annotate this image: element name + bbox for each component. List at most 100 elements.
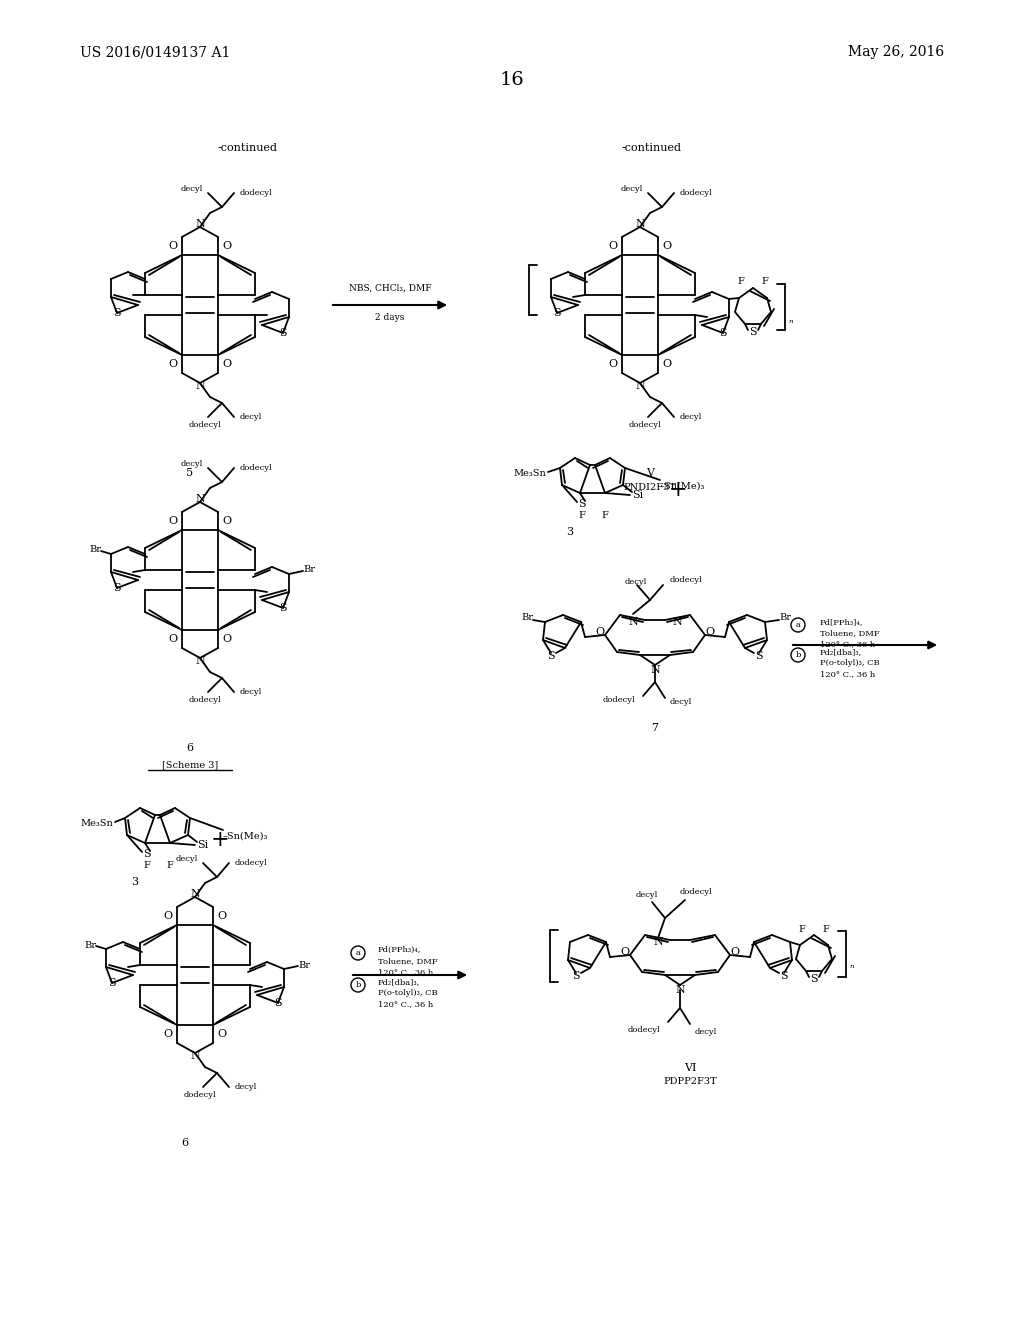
Text: decyl: decyl — [670, 698, 692, 706]
Text: O: O — [217, 1030, 226, 1039]
Text: 6: 6 — [186, 743, 194, 752]
Text: decyl: decyl — [636, 891, 658, 899]
Text: V: V — [646, 469, 654, 478]
Text: S: S — [750, 327, 757, 337]
Text: O: O — [222, 359, 231, 370]
Text: 3: 3 — [131, 876, 138, 887]
Text: F: F — [601, 511, 608, 520]
Text: S: S — [780, 972, 787, 981]
Text: N: N — [635, 381, 645, 391]
Text: Me₃Sn: Me₃Sn — [81, 820, 114, 829]
Text: 7: 7 — [651, 723, 658, 733]
Text: dodecyl: dodecyl — [629, 421, 662, 429]
Text: O: O — [222, 242, 231, 251]
Text: dodecyl: dodecyl — [234, 859, 267, 867]
Text: Br: Br — [779, 614, 791, 623]
Text: N: N — [628, 616, 638, 627]
Text: dodecyl: dodecyl — [240, 465, 272, 473]
Text: N: N — [190, 1051, 200, 1061]
Text: N: N — [196, 381, 205, 391]
Text: S: S — [280, 327, 287, 338]
Text: decyl: decyl — [180, 185, 203, 193]
Text: Pd(PPh₃)₄,: Pd(PPh₃)₄, — [378, 946, 421, 954]
Text: O: O — [730, 946, 739, 957]
Text: Me₃Sn: Me₃Sn — [514, 470, 547, 479]
Text: 6: 6 — [181, 1138, 188, 1148]
Text: decyl: decyl — [680, 413, 702, 421]
Text: decyl: decyl — [234, 1082, 257, 1092]
Text: N: N — [650, 665, 659, 675]
Text: N: N — [635, 219, 645, 228]
Text: F: F — [822, 924, 829, 933]
Text: 16: 16 — [500, 71, 524, 88]
Text: P(o-tolyl)₃, CB: P(o-tolyl)₃, CB — [820, 659, 880, 667]
Text: S: S — [755, 651, 763, 661]
Text: O: O — [663, 242, 672, 251]
Text: b: b — [355, 981, 360, 989]
Text: PDPP2F3T: PDPP2F3T — [664, 1077, 717, 1086]
Text: S: S — [280, 603, 287, 612]
Text: S: S — [109, 978, 116, 987]
Text: –Sn(Me)₃: –Sn(Me)₃ — [223, 832, 268, 841]
Text: O: O — [706, 627, 715, 638]
Text: dodecyl: dodecyl — [602, 696, 635, 704]
Text: Pd[PPh₃]₄,: Pd[PPh₃]₄, — [820, 618, 863, 626]
Text: May 26, 2016: May 26, 2016 — [848, 45, 944, 59]
Text: a: a — [796, 620, 801, 630]
Text: N: N — [672, 616, 682, 627]
Text: N: N — [190, 888, 200, 899]
Text: dodecyl: dodecyl — [188, 696, 221, 704]
Text: N: N — [653, 937, 663, 946]
Text: decyl: decyl — [695, 1028, 718, 1036]
Text: 3: 3 — [566, 527, 573, 537]
Text: Br: Br — [303, 565, 315, 574]
Text: dodecyl: dodecyl — [680, 888, 713, 896]
Text: O: O — [608, 242, 617, 251]
Text: decyl: decyl — [240, 413, 262, 421]
Text: +: + — [211, 829, 229, 851]
Text: S: S — [114, 583, 121, 593]
Text: +: + — [669, 479, 687, 502]
Text: decyl: decyl — [176, 855, 198, 863]
Text: F: F — [762, 277, 768, 286]
Text: Si: Si — [197, 840, 208, 850]
Text: O: O — [595, 627, 604, 638]
Text: O: O — [168, 359, 177, 370]
Text: N: N — [675, 985, 685, 995]
Text: ₙ: ₙ — [850, 960, 854, 970]
Text: Si: Si — [632, 490, 643, 500]
Text: 120° C., 36 h: 120° C., 36 h — [378, 1001, 433, 1008]
Text: N: N — [196, 656, 205, 667]
Text: O: O — [217, 911, 226, 921]
Text: dodecyl: dodecyl — [183, 1092, 216, 1100]
Text: S: S — [719, 327, 727, 338]
Text: O: O — [168, 242, 177, 251]
Text: decyl: decyl — [240, 688, 262, 696]
Text: Pd₂[dba]₃,: Pd₂[dba]₃, — [378, 978, 420, 986]
Text: dodecyl: dodecyl — [628, 1026, 660, 1034]
Text: F: F — [579, 511, 586, 520]
Text: F: F — [737, 277, 744, 286]
Text: ₙ: ₙ — [788, 315, 794, 325]
Text: 120° C., 36 h: 120° C., 36 h — [820, 671, 876, 678]
Text: S: S — [143, 849, 151, 859]
Text: S: S — [114, 308, 121, 318]
Text: Br: Br — [521, 614, 534, 623]
Text: -continued: -continued — [218, 143, 278, 153]
Text: F: F — [143, 862, 151, 870]
Text: O: O — [222, 634, 231, 644]
Text: a: a — [355, 949, 360, 957]
Text: O: O — [663, 359, 672, 370]
Text: Br: Br — [84, 940, 96, 949]
Text: 5: 5 — [186, 469, 194, 478]
Text: –Sn(Me)₃: –Sn(Me)₃ — [660, 482, 706, 491]
Text: O: O — [164, 911, 173, 921]
Text: dodecyl: dodecyl — [670, 576, 702, 583]
Text: S: S — [579, 499, 586, 510]
Text: S: S — [553, 308, 561, 318]
Text: b: b — [796, 651, 801, 659]
Text: O: O — [164, 1030, 173, 1039]
Text: Pd₂[dba]₃,: Pd₂[dba]₃, — [820, 648, 862, 656]
Text: decyl: decyl — [621, 185, 643, 193]
Text: [Scheme 3]: [Scheme 3] — [162, 760, 218, 770]
